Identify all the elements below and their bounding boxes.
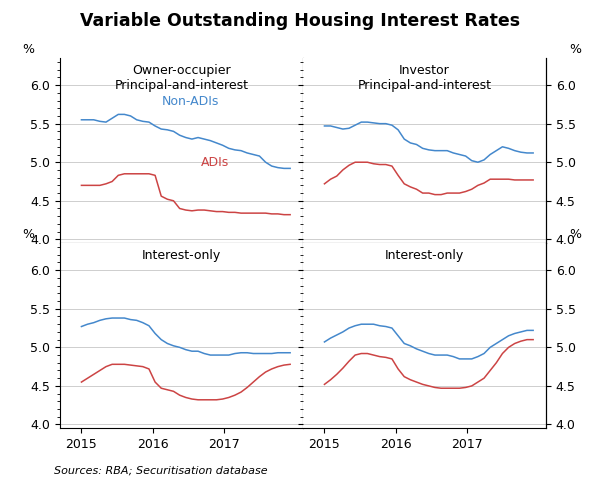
Text: %: %	[569, 43, 581, 56]
Text: Interest-only: Interest-only	[385, 249, 464, 262]
Text: Variable Outstanding Housing Interest Rates: Variable Outstanding Housing Interest Ra…	[80, 12, 520, 30]
Text: ADIs: ADIs	[201, 156, 229, 169]
Text: %: %	[569, 228, 581, 242]
Text: Sources: RBA; Securitisation database: Sources: RBA; Securitisation database	[54, 465, 268, 475]
Text: Investor
Principal-and-interest: Investor Principal-and-interest	[358, 63, 491, 91]
Text: Non-ADIs: Non-ADIs	[162, 95, 220, 108]
Text: Owner-occupier
Principal-and-interest: Owner-occupier Principal-and-interest	[115, 63, 248, 91]
Text: Interest-only: Interest-only	[142, 249, 221, 262]
Text: %: %	[22, 228, 34, 242]
Text: %: %	[22, 43, 34, 56]
